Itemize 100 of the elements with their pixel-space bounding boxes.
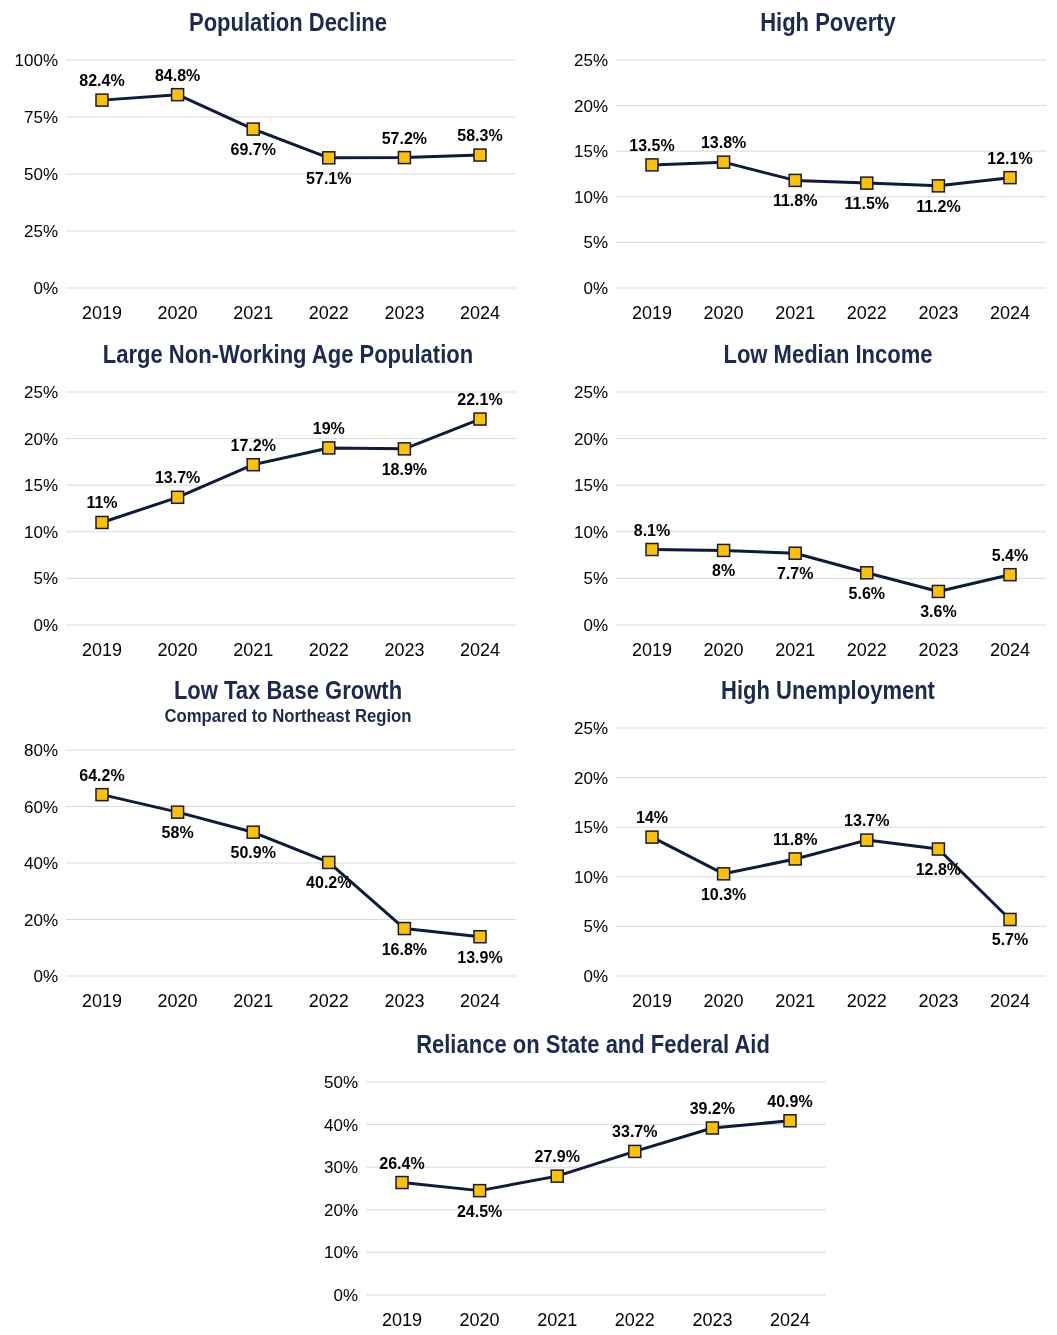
data-label: 19%: [312, 419, 345, 437]
data-label: 27.9%: [534, 1148, 580, 1166]
point: [1003, 170, 1017, 185]
x-tick-label: 2023: [384, 990, 425, 1011]
y-tick-label: 50%: [323, 1073, 358, 1093]
data-label: 84.8%: [154, 66, 201, 84]
x-tick-label: 2022: [308, 639, 349, 660]
y-tick-label: 20%: [23, 429, 58, 449]
y-tick-label: 10%: [573, 187, 608, 207]
point: [322, 441, 336, 455]
data-label: 7.7%: [776, 565, 814, 583]
x-tick-label: 2024: [459, 639, 501, 660]
x-tick-label: 2022: [614, 1309, 655, 1330]
data-label: 50.9%: [230, 844, 276, 862]
y-tick-label: 50%: [23, 165, 58, 185]
data-label: 69.7%: [230, 141, 276, 159]
y-tick-label: 5%: [583, 569, 608, 589]
x-tick-label: 2019: [81, 302, 123, 323]
y-tick-label: 20%: [323, 1200, 358, 1220]
data-label: 8.1%: [633, 521, 671, 539]
point: [705, 1121, 720, 1135]
y-tick-label: 0%: [583, 616, 608, 636]
x-tick-label: 2022: [846, 302, 887, 323]
x-tick-label: 2024: [459, 302, 501, 323]
chart-title: High Poverty: [759, 8, 897, 37]
y-tick-label: 100%: [14, 51, 58, 71]
point: [931, 842, 946, 856]
data-label: 3.6%: [920, 603, 957, 621]
point: [170, 490, 185, 505]
chart-title: Low Tax Base Growth: [172, 676, 404, 705]
data-label: 82.4%: [79, 72, 125, 90]
y-tick-label: 15%: [573, 142, 608, 162]
data-label: 58%: [161, 824, 194, 842]
data-label: 12.1%: [987, 149, 1033, 167]
point: [860, 833, 874, 847]
point: [788, 852, 802, 866]
y-tick-label: 20%: [573, 429, 608, 449]
point: [788, 173, 802, 188]
x-tick-label: 2019: [81, 990, 123, 1011]
chart-subtitle: Compared to Northeast Region: [163, 705, 413, 727]
y-tick-label: 40%: [323, 1115, 358, 1135]
x-tick-label: 2023: [918, 990, 959, 1011]
y-tick-label: 20%: [23, 910, 58, 930]
y-tick-label: 10%: [323, 1243, 358, 1263]
y-tick-label: 10%: [573, 522, 608, 542]
x-tick-label: 2019: [631, 639, 673, 660]
y-tick-label: 0%: [583, 967, 608, 987]
point: [931, 584, 946, 599]
x-tick-label: 2024: [989, 639, 1031, 660]
data-label: 11%: [86, 494, 118, 512]
x-tick-label: 2020: [459, 1309, 500, 1330]
y-tick-label: 5%: [583, 917, 608, 937]
y-tick-label: 0%: [33, 616, 58, 636]
x-tick-label: 2024: [769, 1309, 811, 1330]
y-tick-label: 5%: [583, 233, 608, 253]
y-tick-label: 25%: [23, 222, 58, 242]
data-label: 12.8%: [915, 861, 962, 879]
data-label: 13.7%: [844, 812, 890, 830]
data-label: 5.6%: [848, 584, 886, 602]
data-label: 26.4%: [379, 1154, 425, 1172]
point: [95, 515, 109, 530]
y-tick-label: 75%: [23, 108, 58, 128]
x-tick-label: 2021: [233, 302, 274, 323]
point: [170, 87, 185, 102]
x-tick-label: 2024: [989, 990, 1031, 1011]
point: [246, 122, 260, 136]
x-tick-label: 2020: [157, 639, 198, 660]
data-label: 13.5%: [629, 136, 675, 154]
data-label: 57.1%: [306, 169, 352, 187]
x-tick-label: 2022: [846, 639, 887, 660]
point: [473, 148, 487, 162]
point: [395, 1175, 409, 1190]
point: [322, 855, 336, 870]
y-tick-label: 20%: [573, 768, 608, 788]
x-tick-label: 2019: [631, 302, 673, 323]
point: [860, 176, 874, 190]
y-tick-label: 10%: [23, 522, 58, 542]
data-label: 22.1%: [457, 391, 503, 409]
x-tick-label: 2023: [918, 302, 959, 323]
point: [783, 1114, 797, 1128]
x-tick-label: 2023: [692, 1309, 733, 1330]
data-label: 11.2%: [916, 197, 961, 215]
point: [645, 158, 659, 172]
y-tick-label: 25%: [573, 51, 608, 71]
data-label: 39.2%: [689, 1100, 736, 1118]
y-tick-label: 80%: [23, 741, 58, 761]
point: [95, 93, 109, 107]
point: [628, 1144, 642, 1159]
point: [246, 825, 260, 839]
x-tick-label: 2020: [703, 639, 744, 660]
data-label: 5.4%: [991, 546, 1029, 564]
point: [1003, 567, 1017, 582]
point: [716, 867, 731, 881]
data-label: 40.2%: [306, 874, 352, 892]
point: [170, 805, 185, 819]
data-label: 40.9%: [767, 1092, 813, 1110]
x-tick-label: 2019: [381, 1309, 423, 1330]
x-tick-label: 2024: [459, 990, 501, 1011]
x-tick-label: 2019: [81, 639, 123, 660]
data-label: 64.2%: [79, 766, 125, 784]
